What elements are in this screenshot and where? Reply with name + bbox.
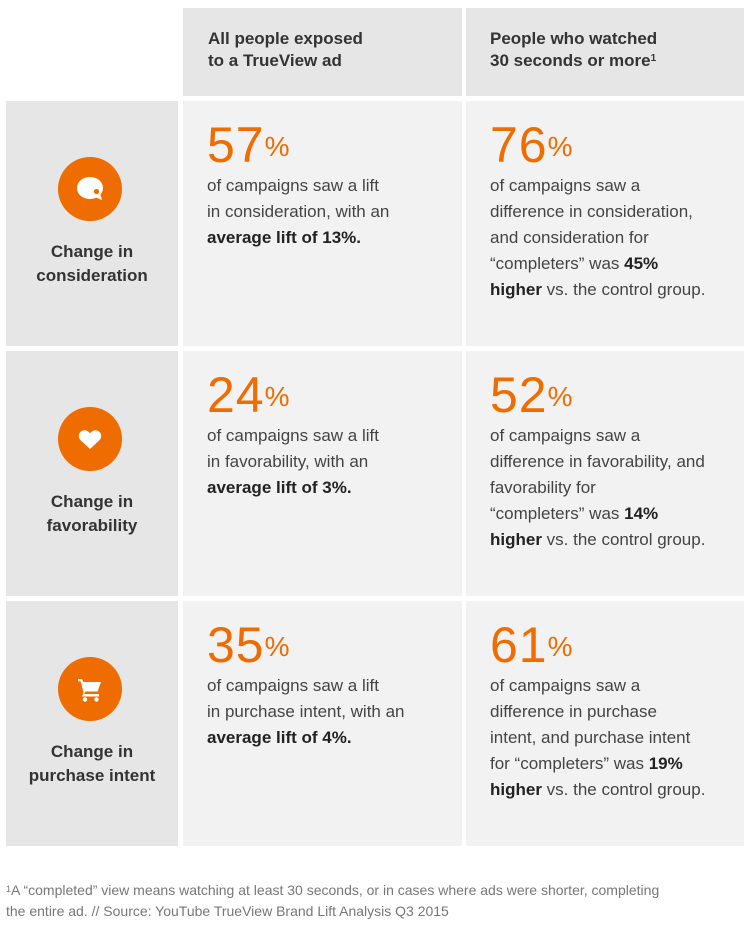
stat-description: of campaigns saw a lift in consideration… bbox=[207, 176, 390, 247]
shopping-cart-icon bbox=[58, 657, 122, 721]
stat-description: of campaigns saw a lift in purchase inte… bbox=[207, 676, 405, 747]
stat-description: of campaigns saw a difference in conside… bbox=[490, 176, 706, 299]
row-label-cell: Change in consideration bbox=[6, 101, 178, 346]
heart-icon bbox=[58, 407, 122, 471]
stat-watched-30s: 61% of campaigns saw a difference in pur… bbox=[466, 601, 744, 846]
row-consideration: Change in consideration 57% of campaigns… bbox=[6, 101, 744, 346]
row-label: Change in purchase intent bbox=[28, 742, 156, 785]
header-row: All people exposed to a TrueView ad Peop… bbox=[6, 8, 744, 96]
speech-bubble-icon bbox=[58, 157, 122, 221]
stat-percentage: 52% bbox=[490, 367, 574, 423]
row-favorability: Change in favorability 24% of campaigns … bbox=[6, 351, 744, 596]
stat-all-exposed: 57% of campaigns saw a lift in considera… bbox=[183, 101, 462, 346]
row-label-cell: Change in favorability bbox=[6, 351, 178, 596]
row-purchase-intent: Change in purchase intent 35% of campaig… bbox=[6, 601, 744, 846]
footnote-marker: 1 bbox=[650, 53, 657, 64]
row-label-cell: Change in purchase intent bbox=[6, 601, 178, 846]
stat-percentage: 24% bbox=[207, 367, 291, 423]
stat-description: of campaigns saw a difference in purchas… bbox=[490, 676, 706, 799]
footnote: 1A “completed” view means watching at le… bbox=[6, 882, 660, 919]
header-watched-30s: People who watched 30 seconds or more1 bbox=[466, 8, 744, 96]
header-all-exposed-label: All people exposed to a TrueView ad bbox=[208, 29, 363, 70]
stat-watched-30s: 76% of campaigns saw a difference in con… bbox=[466, 101, 744, 346]
stat-all-exposed: 35% of campaigns saw a lift in purchase … bbox=[183, 601, 462, 846]
stat-percentage: 57% bbox=[207, 117, 291, 173]
row-label: Change in consideration bbox=[36, 242, 148, 285]
header-blank-cell bbox=[6, 8, 178, 96]
header-watched-30s-label: People who watched 30 seconds or more1 bbox=[490, 29, 658, 70]
stat-description: of campaigns saw a difference in favorab… bbox=[490, 426, 706, 549]
stat-description: of campaigns saw a lift in favorability,… bbox=[207, 426, 379, 497]
stat-percentage: 61% bbox=[490, 617, 574, 673]
header-all-exposed: All people exposed to a TrueView ad bbox=[183, 8, 462, 96]
row-label: Change in favorability bbox=[46, 492, 138, 535]
stat-watched-30s: 52% of campaigns saw a difference in fav… bbox=[466, 351, 744, 596]
stat-all-exposed: 24% of campaigns saw a lift in favorabil… bbox=[183, 351, 462, 596]
stat-percentage: 35% bbox=[207, 617, 291, 673]
comparison-table: All people exposed to a TrueView ad Peop… bbox=[6, 8, 744, 846]
stat-percentage: 76% bbox=[490, 117, 574, 173]
